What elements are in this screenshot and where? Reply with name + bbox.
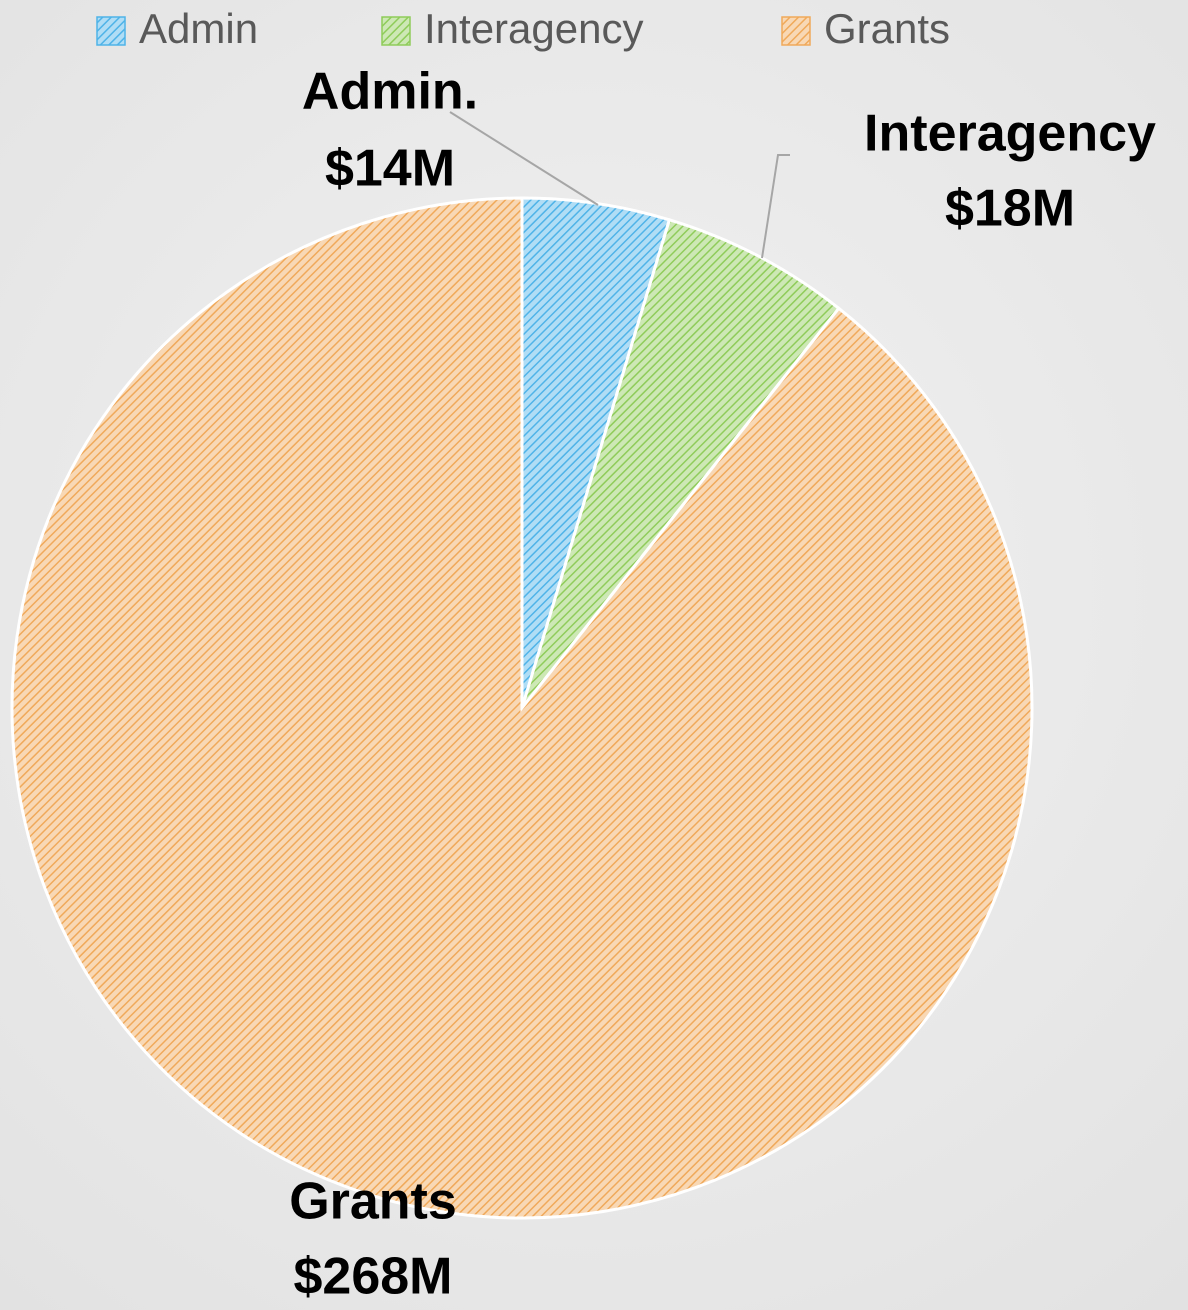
data-label-value: $268M xyxy=(294,1248,453,1306)
data-label-name: Interagency xyxy=(864,105,1156,163)
pie-slice xyxy=(520,217,841,709)
legend-swatch xyxy=(781,16,811,46)
data-label-name: Grants xyxy=(289,1173,457,1231)
legend-swatch xyxy=(96,16,126,46)
legend-label: Grants xyxy=(824,5,950,52)
legend-label: Admin xyxy=(139,5,258,52)
leader-line xyxy=(449,111,599,206)
legend-label: Interagency xyxy=(424,5,643,52)
leader-line xyxy=(761,154,790,259)
data-label-value: $18M xyxy=(945,180,1075,238)
data-label-value: $14M xyxy=(325,140,455,198)
legend-swatch xyxy=(381,16,411,46)
pie-slice xyxy=(10,196,1034,1220)
data-label-name: Admin. xyxy=(302,63,478,121)
